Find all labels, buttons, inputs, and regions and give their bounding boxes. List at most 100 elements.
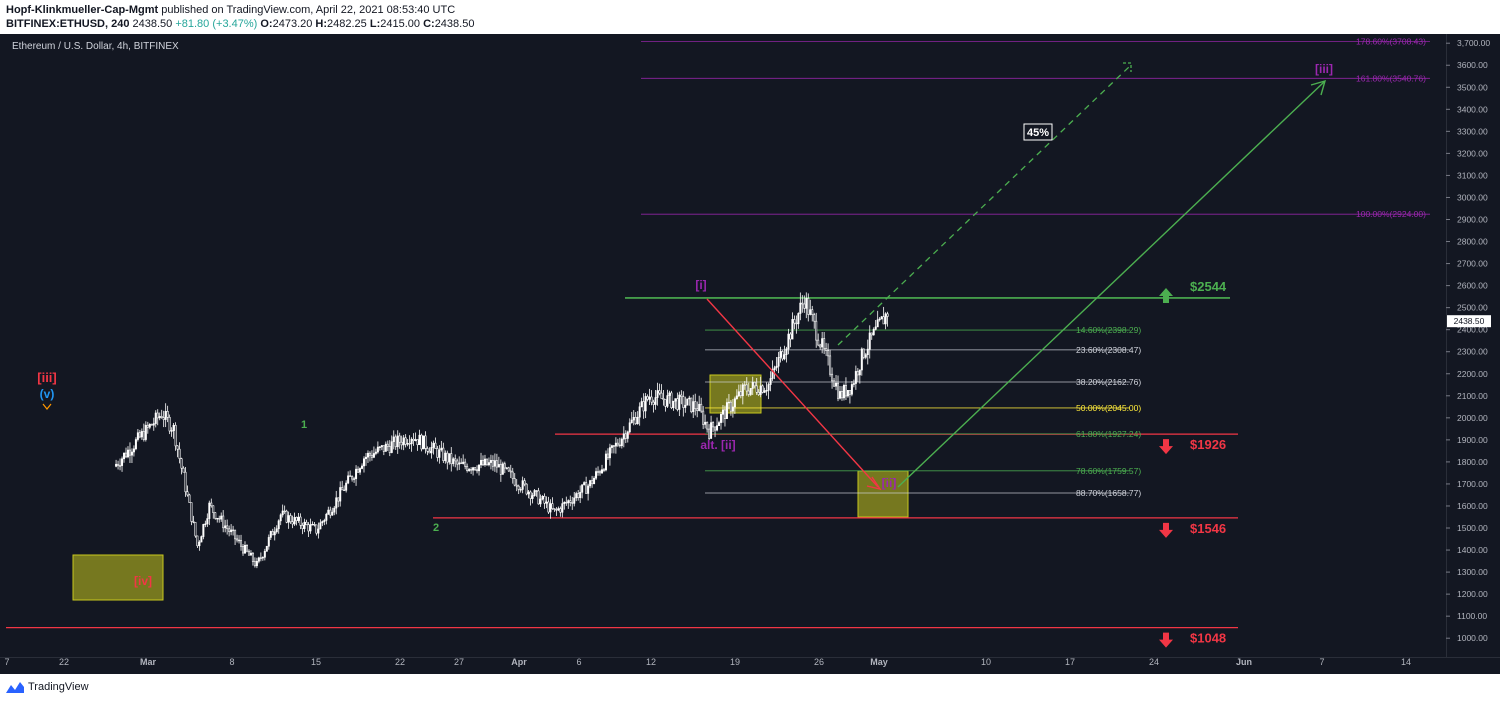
candle-body [787,333,790,350]
candle-body [636,416,639,425]
candle-body [555,509,558,511]
candle-body [162,417,165,420]
candle-body [779,351,782,358]
candle-body [507,467,510,472]
candle-body [202,524,205,537]
x-tick-label: 26 [814,657,824,667]
candle-body [438,449,441,458]
candle-body [710,422,713,439]
candle-body [261,556,264,559]
candle-body [886,313,889,317]
candle-body [523,480,526,485]
wave-label: 1 [301,419,307,431]
candle-body [121,458,124,466]
candle-body [251,552,254,562]
publish-line: Hopf-Klinkmueller-Cap-Mgmt published on … [6,4,455,16]
candle-body [692,401,695,413]
candle-body [130,451,133,456]
candle-body [275,528,278,533]
candle-body [178,448,181,459]
candle-body [487,462,490,466]
candle-body [168,417,171,432]
candle-body [285,510,288,523]
candle-body [408,443,411,445]
candle-body [704,421,707,425]
candle-body [265,545,268,552]
candle-body [432,442,435,448]
open-label: O: [260,18,273,30]
candle-body [315,524,318,534]
candle-body [604,453,607,471]
symbol-name: BITFINEX:ETHUSD, 240 [6,18,130,30]
candle-body [868,332,871,350]
candle-body [394,436,397,448]
candle-body [827,350,830,357]
candle-body [805,298,808,309]
candle-body [386,443,389,447]
candle-body [694,401,697,410]
candle-body [144,424,147,440]
candle-body [773,367,776,370]
candle-body [838,391,841,399]
candle-body [166,411,169,418]
candle-body [807,298,810,315]
y-tick-label: 3200.00 [1457,148,1488,158]
candle-body [505,467,508,469]
candle-body [424,435,427,449]
candle-body [612,445,615,447]
candle-body [297,516,300,521]
chart-area[interactable]: 3,700.00 3600.00 3500.00 3400.00 3300.00 3200… [0,34,1500,674]
candle-body [214,512,217,519]
last-price-label: 2438.50 [1454,316,1485,326]
candle-body [194,522,197,537]
candle-body [460,462,463,464]
arrow-down-icon [1159,522,1173,538]
candle-body [234,529,237,540]
tradingview-logo[interactable]: TradingView [6,681,89,693]
candle-body [283,510,286,513]
candle-body [561,503,564,513]
candle-body [513,478,516,486]
y-tick-label: 2700.00 [1457,259,1488,269]
y-tick-label: 1900.00 [1457,435,1488,445]
candle-body [152,423,155,426]
price-chart[interactable]: 3,700.00 3600.00 3500.00 3400.00 3300.00 3200… [0,34,1500,674]
candle-body [543,495,546,504]
candle-body [714,426,717,431]
candle-body [745,384,748,392]
wave-label: alt. [ii] [700,438,735,452]
y-tick-label: 1600.00 [1457,501,1488,511]
candle-body [321,521,324,524]
x-tick-label: 6 [576,657,581,667]
candle-body [364,456,367,460]
arrow-down-icon [1159,632,1173,648]
candle-body [362,458,365,467]
candle-body [345,482,348,491]
annotation-box [1023,123,1053,141]
y-tick-label: 2000.00 [1457,413,1488,423]
publisher-name[interactable]: Hopf-Klinkmueller-Cap-Mgmt [6,4,159,16]
candle-body [626,431,629,439]
candle-body [537,490,540,505]
candle-body [176,445,179,450]
open-value: 2473.20 [272,18,313,30]
candle-body [642,401,645,412]
candle-body [128,449,131,456]
candle-body [150,424,153,426]
candle-body [277,520,280,530]
candle-body [751,381,754,389]
candle-body [591,480,594,485]
fib-label: 161.80%(3540.76) [1356,73,1426,83]
chevron-down-icon [42,403,52,410]
candle-body [781,351,784,360]
candle-body [815,320,818,341]
arrow-head-icon [866,476,882,491]
x-tick-label: 7 [4,657,9,667]
candle-body [313,523,316,526]
candle-body [361,465,364,469]
candle-body [416,439,419,446]
candle-body [501,463,504,475]
chart-header: Hopf-Klinkmueller-Cap-Mgmt published on … [0,0,1500,34]
candle-body [325,513,328,521]
y-tick-label: 1400.00 [1457,545,1488,555]
